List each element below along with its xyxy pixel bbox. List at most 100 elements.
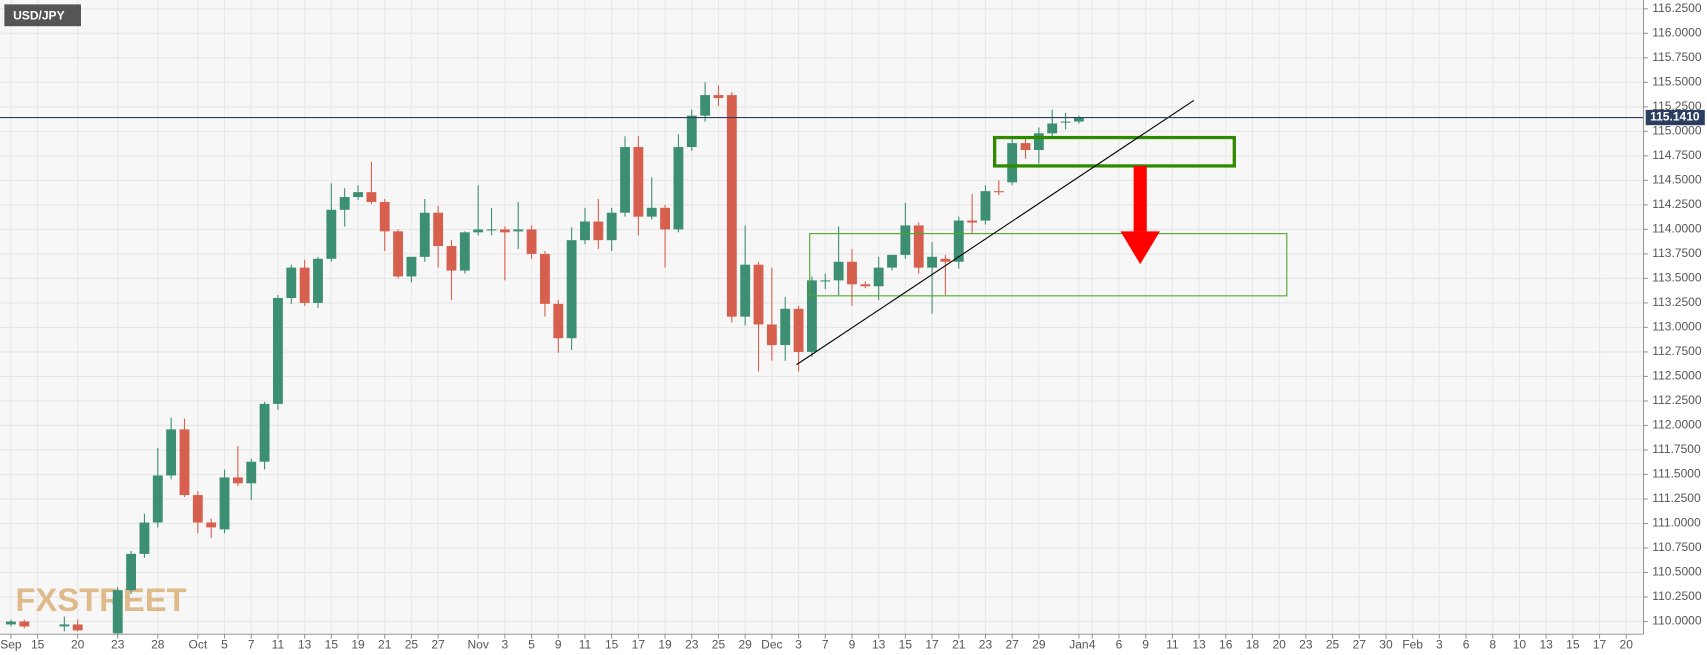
x-tick-label: 13 xyxy=(1192,637,1206,651)
candle-body xyxy=(1020,143,1031,150)
x-tick-label: 25 xyxy=(1326,637,1340,651)
y-tick-label: 115.5000 xyxy=(1652,75,1702,89)
x-tick-label: 23 xyxy=(979,637,993,651)
candle-body xyxy=(112,590,123,634)
candle-body xyxy=(126,553,137,591)
y-tick-label: 114.5000 xyxy=(1652,173,1702,187)
x-tick-label: 11 xyxy=(579,637,592,651)
y-tick-label: 115.7500 xyxy=(1652,50,1702,64)
candle-body xyxy=(1073,117,1084,122)
y-tick-label: 111.5000 xyxy=(1652,467,1701,481)
x-tick-label: 27 xyxy=(431,637,445,651)
candle-body xyxy=(459,232,470,271)
candle-body xyxy=(806,280,817,352)
candle-body xyxy=(166,429,177,476)
candle-body xyxy=(566,240,577,339)
x-tick-label: 9 xyxy=(555,637,562,651)
x-tick-label: Sep xyxy=(0,637,22,651)
y-tick-label: 114.0000 xyxy=(1652,222,1702,236)
x-tick-label: 8 xyxy=(1489,637,1496,651)
candle-body xyxy=(259,403,270,462)
x-tick-label: 15 xyxy=(1566,637,1580,651)
y-tick-label: 116.0000 xyxy=(1652,26,1702,40)
candle-body xyxy=(152,475,163,523)
breakout-zone xyxy=(993,135,1236,168)
candle-body xyxy=(379,201,390,232)
candles xyxy=(6,82,1084,637)
candle-body xyxy=(1060,121,1071,123)
y-tick-label: 112.7500 xyxy=(1652,344,1702,358)
x-tick-label: Dec xyxy=(761,637,782,651)
candle-body xyxy=(860,284,871,287)
candle-body xyxy=(1047,123,1058,134)
arrow-shaft xyxy=(1133,165,1147,232)
x-tick-label: 15 xyxy=(605,637,619,651)
x-tick-label: 13 xyxy=(1539,637,1553,651)
y-tick-label: 110.7500 xyxy=(1652,540,1702,554)
candle-body xyxy=(339,197,350,210)
x-tick-label: 10 xyxy=(1513,637,1527,651)
candle-body xyxy=(553,303,564,339)
candle-body xyxy=(633,147,644,217)
x-tick-label: 11 xyxy=(272,637,285,651)
last-price-box xyxy=(1645,109,1705,126)
candle-body xyxy=(299,267,310,303)
candle-body xyxy=(353,192,363,198)
x-tick-label: 29 xyxy=(1032,637,1046,651)
candle-body xyxy=(686,115,697,148)
candle-body xyxy=(419,212,430,257)
candle-body xyxy=(446,246,457,271)
candle-body xyxy=(246,461,257,484)
candle-body xyxy=(980,191,991,221)
x-tick-label: 28 xyxy=(151,637,165,651)
candle-body xyxy=(526,229,537,254)
candle-body xyxy=(366,192,377,202)
trend-line xyxy=(796,99,1195,366)
candle-body xyxy=(19,621,30,627)
arrow-head xyxy=(1120,231,1160,265)
candle-body xyxy=(433,212,444,247)
y-tick-label: 113.2500 xyxy=(1652,295,1702,309)
x-tick-label: 30 xyxy=(1379,637,1393,651)
candle-body xyxy=(499,229,510,233)
x-tick-label: 23 xyxy=(111,637,125,651)
last-price-label: 115.1410 xyxy=(1650,110,1700,124)
x-tick-label: 29 xyxy=(738,637,752,651)
y-tick-label: 111.2500 xyxy=(1652,491,1701,505)
y-tick-label: 116.2500 xyxy=(1652,1,1702,15)
x-tick-label: 20 xyxy=(1272,637,1286,651)
x-tick-label: 25 xyxy=(405,637,419,651)
x-tick-label: Nov xyxy=(467,637,488,651)
candle-body xyxy=(1033,133,1044,150)
candle-body xyxy=(820,280,831,282)
overlay: 115.1410 xyxy=(0,109,1705,126)
candle-body xyxy=(620,147,630,213)
x-tick-label: 15 xyxy=(325,637,339,651)
candle-body xyxy=(993,191,1004,193)
candle-body xyxy=(192,495,203,523)
candle-body xyxy=(6,621,16,625)
x-tick-label: 9 xyxy=(1142,637,1149,651)
x-tick-label: 20 xyxy=(1620,637,1634,651)
candle-body xyxy=(847,261,857,285)
y-tick-label: 113.5000 xyxy=(1652,271,1702,285)
x-tick-label: 20 xyxy=(71,637,85,651)
y-tick-label: 110.2500 xyxy=(1652,589,1702,603)
candle-body xyxy=(726,95,737,317)
x-tick-label: 3 xyxy=(795,637,802,651)
y-tick-label: 112.2500 xyxy=(1652,393,1702,407)
y-tick-label: 111.7500 xyxy=(1652,442,1701,456)
x-tick-label: 5 xyxy=(528,637,535,651)
candle-body xyxy=(313,258,323,303)
x-tick-label: 17 xyxy=(925,637,939,651)
candle-body xyxy=(940,258,951,262)
candle-body xyxy=(740,264,751,317)
x-tick-label: 23 xyxy=(685,637,699,651)
candle-body xyxy=(953,220,964,262)
y-tick-label: 115.0000 xyxy=(1652,124,1702,138)
candle-body xyxy=(887,254,897,268)
x-tick-label: 17 xyxy=(1593,637,1607,651)
candle-body xyxy=(873,267,884,287)
symbol: USD/JPY xyxy=(13,9,64,23)
